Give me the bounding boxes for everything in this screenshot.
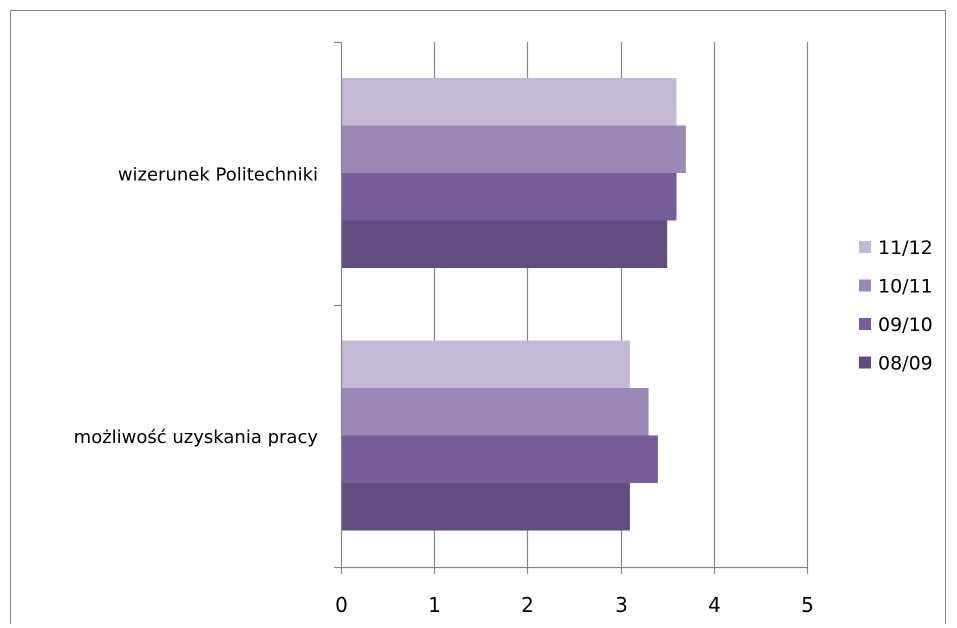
x-tick-label: 0 xyxy=(335,593,348,617)
axes: 0 1 2 3 4 5 wizerunek Politechniki możliwość uz… xyxy=(74,41,814,617)
legend-label: 11/12 xyxy=(878,237,933,259)
x-tick-label: 3 xyxy=(615,593,628,617)
legend-swatch xyxy=(859,241,871,253)
bar-09-10-0 xyxy=(341,173,677,221)
x-tick-label: 1 xyxy=(428,593,441,617)
legend-label: 08/09 xyxy=(878,353,933,375)
legend-swatch xyxy=(859,356,871,369)
bar-09-10-1 xyxy=(341,435,658,483)
legend-swatch xyxy=(859,279,871,292)
bars xyxy=(341,78,686,531)
bar-08-09-1 xyxy=(341,483,630,531)
bar-11-12-1 xyxy=(341,340,630,388)
legend-swatch xyxy=(859,318,871,330)
bar-08-09-0 xyxy=(341,220,668,268)
category-label: wizerunek Politechniki xyxy=(118,164,318,185)
legend-label: 09/10 xyxy=(878,314,933,336)
x-tick-label: 2 xyxy=(521,593,534,617)
bar-11-12-0 xyxy=(341,78,677,126)
bar-10-11-1 xyxy=(341,388,649,436)
bar-10-11-0 xyxy=(341,125,686,173)
legend: 11/12 10/11 09/10 08/09 xyxy=(859,237,933,375)
category-label: możliwość uzyskania pracy xyxy=(74,427,319,448)
x-tick-label: 4 xyxy=(708,593,721,617)
x-tick-label: 5 xyxy=(801,593,814,617)
legend-label: 10/11 xyxy=(878,276,933,298)
